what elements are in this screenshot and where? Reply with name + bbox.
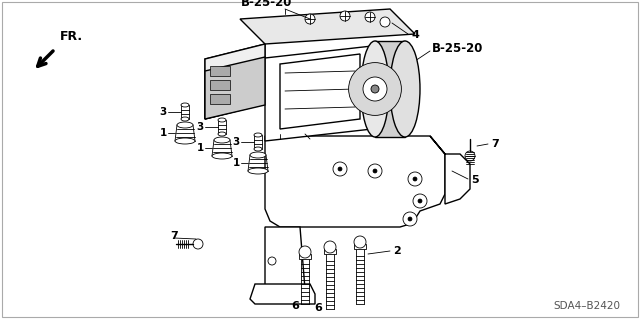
- Circle shape: [324, 241, 336, 253]
- Circle shape: [349, 63, 401, 115]
- Circle shape: [413, 194, 427, 208]
- Circle shape: [465, 151, 475, 161]
- Circle shape: [365, 12, 375, 22]
- Bar: [210, 66, 230, 76]
- Circle shape: [354, 236, 366, 248]
- Text: 1: 1: [196, 143, 204, 153]
- Polygon shape: [205, 44, 265, 119]
- Polygon shape: [280, 54, 360, 129]
- Polygon shape: [205, 44, 265, 119]
- Circle shape: [333, 162, 347, 176]
- Polygon shape: [265, 227, 305, 294]
- Ellipse shape: [214, 137, 230, 143]
- Bar: [354, 244, 366, 249]
- Circle shape: [340, 11, 350, 21]
- Ellipse shape: [218, 118, 226, 122]
- Ellipse shape: [254, 133, 262, 137]
- Ellipse shape: [177, 122, 193, 128]
- Text: 3: 3: [233, 137, 240, 147]
- Text: 4: 4: [411, 30, 419, 40]
- Bar: [210, 80, 230, 90]
- Text: 6: 6: [314, 303, 322, 313]
- Circle shape: [408, 172, 422, 186]
- Text: 2: 2: [393, 246, 401, 256]
- Polygon shape: [205, 57, 265, 119]
- Bar: [210, 94, 230, 104]
- Polygon shape: [265, 44, 390, 141]
- Circle shape: [418, 199, 422, 203]
- Text: SDA4–B2420: SDA4–B2420: [553, 301, 620, 311]
- Circle shape: [338, 167, 342, 171]
- Text: B-25-20: B-25-20: [432, 42, 483, 56]
- Text: 7: 7: [170, 231, 178, 241]
- Ellipse shape: [181, 103, 189, 107]
- Polygon shape: [375, 41, 405, 137]
- Ellipse shape: [254, 147, 262, 151]
- Text: 5: 5: [471, 175, 479, 185]
- Circle shape: [305, 14, 315, 24]
- Polygon shape: [250, 284, 315, 304]
- Polygon shape: [265, 136, 445, 227]
- Circle shape: [368, 164, 382, 178]
- Text: 3: 3: [160, 107, 167, 117]
- Text: FR.: FR.: [60, 30, 83, 43]
- Circle shape: [371, 85, 379, 93]
- Circle shape: [268, 257, 276, 265]
- Circle shape: [193, 239, 203, 249]
- Bar: [181, 105, 189, 119]
- Circle shape: [299, 246, 311, 258]
- Circle shape: [380, 17, 390, 27]
- Bar: [254, 135, 262, 149]
- Bar: [324, 249, 336, 254]
- Circle shape: [413, 177, 417, 181]
- Ellipse shape: [181, 117, 189, 121]
- Ellipse shape: [250, 152, 266, 158]
- Ellipse shape: [361, 41, 389, 137]
- Text: 7: 7: [491, 139, 499, 149]
- Text: 6: 6: [291, 301, 299, 311]
- Circle shape: [408, 217, 412, 221]
- Ellipse shape: [218, 132, 226, 136]
- Ellipse shape: [175, 138, 195, 144]
- Circle shape: [373, 169, 377, 173]
- Ellipse shape: [212, 153, 232, 159]
- Ellipse shape: [390, 41, 420, 137]
- Text: 3: 3: [196, 122, 204, 132]
- Text: B-25-20: B-25-20: [241, 0, 292, 9]
- Polygon shape: [430, 136, 470, 204]
- Polygon shape: [240, 9, 415, 44]
- Circle shape: [363, 77, 387, 101]
- Bar: [299, 254, 311, 259]
- Ellipse shape: [248, 168, 268, 174]
- Text: 1: 1: [160, 128, 167, 138]
- Bar: [218, 120, 226, 134]
- Circle shape: [403, 212, 417, 226]
- Text: 1: 1: [233, 158, 240, 168]
